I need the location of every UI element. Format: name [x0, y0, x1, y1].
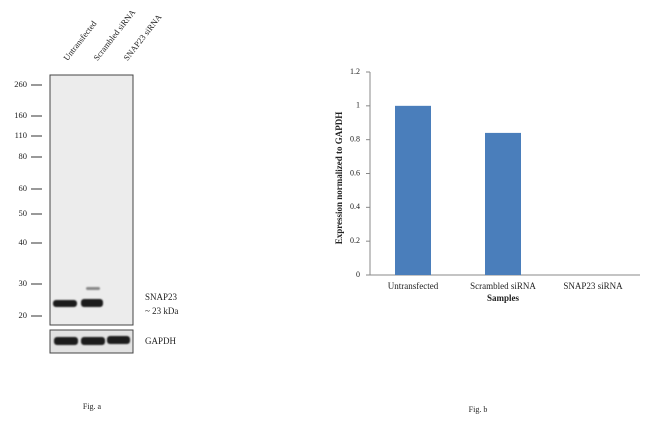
caption: Fig. b — [469, 405, 488, 414]
y-axis-label: Expression normalized to GAPDH — [334, 112, 344, 245]
x-tick-label: Scrambled siRNA — [470, 281, 536, 291]
marker-label: 30 — [19, 278, 28, 288]
band — [53, 300, 77, 307]
band — [81, 299, 103, 307]
band-size: ~ 23 kDa — [145, 306, 178, 316]
blot-membrane — [49, 74, 134, 326]
band-label: SNAP23 — [145, 292, 178, 302]
bar — [395, 105, 431, 275]
band — [86, 287, 100, 290]
x-tick-label: SNAP23 siRNA — [563, 281, 623, 291]
marker-label: 160 — [14, 110, 27, 120]
marker-label: 40 — [19, 237, 28, 247]
band — [107, 336, 130, 344]
y-tick-label: 0.4 — [350, 202, 360, 211]
control-label: GAPDH — [145, 336, 177, 346]
bar — [485, 132, 521, 275]
y-tick-label: 1.2 — [350, 67, 360, 76]
y-tick-label: 0.6 — [350, 168, 360, 177]
x-tick-label: Untransfected — [388, 281, 439, 291]
y-tick-label: 1 — [356, 101, 360, 110]
marker-label: 20 — [19, 310, 28, 320]
band — [54, 337, 78, 345]
x-axis-label: Samples — [487, 293, 520, 303]
y-tick-label: 0 — [356, 270, 360, 279]
marker-label: 60 — [19, 183, 28, 193]
marker-label: 80 — [19, 151, 28, 161]
marker-label: 110 — [15, 130, 27, 140]
caption: Fig. a — [83, 402, 102, 411]
y-tick-label: 0.8 — [350, 134, 360, 143]
marker-label: 260 — [14, 79, 27, 89]
y-tick-label: 0.2 — [350, 236, 360, 245]
band — [81, 337, 105, 345]
marker-label: 50 — [19, 208, 28, 218]
